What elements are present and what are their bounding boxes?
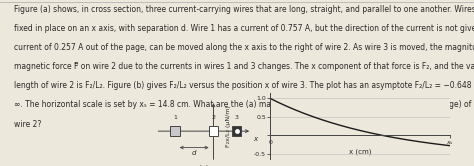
- Text: 3: 3: [235, 116, 238, 121]
- Text: d: d: [192, 150, 196, 156]
- Bar: [232, 126, 241, 136]
- Text: Figure (a) shows, in cross section, three current-carrying wires that are long, : Figure (a) shows, in cross section, thre…: [14, 5, 474, 14]
- Text: x: x: [253, 136, 257, 142]
- Text: (a): (a): [199, 165, 209, 166]
- X-axis label: x (cm): x (cm): [349, 149, 372, 155]
- Y-axis label: F₂x/L₂ (μN/m): F₂x/L₂ (μN/m): [226, 105, 230, 147]
- Text: fixed in place on an x axis, with separation d. Wire 1 has a current of 0.757 A,: fixed in place on an x axis, with separa…: [14, 24, 474, 33]
- Text: magnetic force F⃗ on wire 2 due to the currents in wires 1 and 3 changes. The x : magnetic force F⃗ on wire 2 due to the c…: [14, 62, 474, 71]
- Text: current of 0.257 A out of the page, can be moved along the x axis to the right o: current of 0.257 A out of the page, can …: [14, 43, 474, 52]
- Text: length of wire 2 is F₂/L₂. Figure (b) gives F₂/L₂ versus the position x of wire : length of wire 2 is F₂/L₂. Figure (b) gi…: [14, 81, 474, 90]
- Bar: [209, 126, 219, 136]
- Bar: [170, 126, 180, 136]
- Text: 1: 1: [173, 116, 177, 121]
- Text: 2: 2: [211, 116, 216, 121]
- Text: wire 2?: wire 2?: [14, 120, 42, 128]
- Text: ∞. The horizontal scale is set by xₛ = 14.8 cm. What are the (a) magnitude and (: ∞. The horizontal scale is set by xₛ = 1…: [14, 100, 474, 109]
